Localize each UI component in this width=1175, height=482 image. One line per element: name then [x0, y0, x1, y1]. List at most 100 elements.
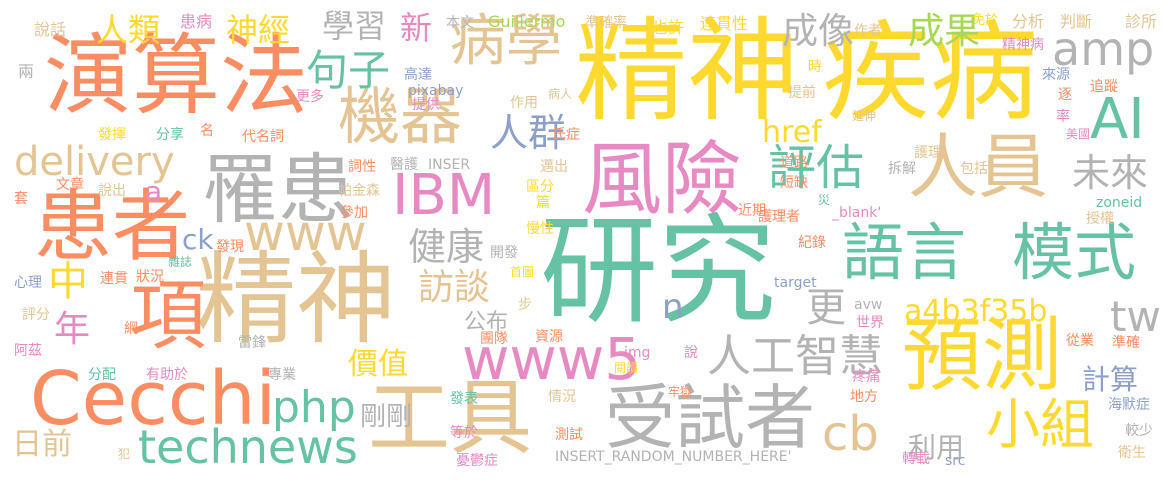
word: tw [1110, 292, 1161, 341]
word: 來源 [1042, 67, 1070, 83]
word: 轉載 [902, 451, 930, 467]
word: 疼痛 [852, 369, 880, 385]
word: 人員 [908, 126, 1048, 208]
word: 開發 [490, 245, 518, 261]
word: 氏症 [552, 127, 580, 143]
word: 帕金森 [338, 183, 380, 199]
word: 價值 [348, 347, 408, 382]
word: 年 [54, 309, 91, 350]
word: 免於 [972, 13, 999, 28]
word: php [272, 382, 356, 433]
word: 訪談 [418, 267, 491, 308]
word: INSERT_RANDOM_NUMBER_HERE' [555, 449, 792, 465]
word: AI [1090, 87, 1145, 152]
word: 利用 [908, 431, 965, 464]
word: _blank' [832, 205, 882, 221]
word: 雜誌 [168, 255, 193, 269]
word: a4b3f35b [904, 294, 1048, 329]
word: 延伸 [852, 109, 877, 123]
word: 逐 [1058, 87, 1072, 103]
word: 評估 [768, 140, 865, 196]
word: 精神 [575, 7, 799, 137]
word: 句子 [306, 46, 391, 95]
word: 說出 [98, 183, 126, 199]
word: 步 [518, 297, 532, 313]
word: 拆解 [888, 161, 916, 177]
word: www5 [462, 325, 642, 393]
word: 犯 [118, 447, 131, 461]
word: www [244, 204, 367, 262]
word: cb [822, 406, 879, 462]
word: img [624, 345, 651, 361]
word: 團隊 [480, 331, 508, 347]
word: 人工智慧 [707, 331, 883, 382]
word: 從業 [1066, 333, 1094, 349]
word: 語言 [842, 216, 967, 289]
word: 地方 [850, 389, 878, 405]
word: 套 [14, 191, 28, 207]
word: 邁出 [540, 159, 568, 175]
word: 衛生 [1118, 445, 1146, 461]
word: 災 [818, 193, 831, 207]
word: 追蹤 [1090, 79, 1118, 95]
word: avw [854, 297, 883, 313]
word: 心理 [14, 275, 42, 291]
word: 健康 [408, 225, 485, 269]
word: 連貫性 [700, 14, 749, 33]
word: 狀況 [136, 269, 164, 285]
word: a [145, 175, 163, 208]
word: target [774, 275, 817, 291]
word: 研究 [540, 202, 777, 340]
word: 兩 [18, 62, 35, 81]
word: 提前 [788, 85, 816, 101]
word: 率 [1056, 109, 1070, 125]
word: amp [1052, 22, 1155, 76]
word: 等於 [450, 425, 478, 441]
word: 診所 [1125, 12, 1158, 31]
word: 名 [200, 123, 214, 139]
word: 資源 [535, 329, 563, 345]
word: 判斷 [1060, 12, 1093, 31]
word: IBM [392, 163, 496, 228]
word: 中 [48, 259, 88, 305]
word: 區分 [526, 179, 554, 195]
word: 成像 [782, 11, 855, 52]
word: 作者 [854, 23, 882, 39]
word: 短缺 [780, 175, 808, 191]
word: 世界 [856, 315, 884, 331]
word: 學習 [322, 7, 387, 45]
word: 計算 [1082, 363, 1139, 396]
word: Guillermo [488, 12, 566, 31]
word: 慢性 [526, 221, 554, 237]
word: 紀錄 [798, 235, 826, 251]
word: 說 [684, 345, 698, 361]
word: 發現 [216, 239, 244, 255]
word: pixabay [408, 83, 464, 99]
word: 項 [130, 271, 206, 360]
word: 本文 [446, 15, 474, 31]
word: 演算法 [44, 24, 309, 127]
word: 詞性 [348, 159, 376, 175]
word: 測試 [555, 427, 583, 443]
word: href [762, 115, 822, 150]
word: zoneid [1096, 195, 1143, 211]
word: 病人 [548, 87, 573, 101]
word: Cecchi [30, 356, 277, 442]
word: 美國 [1066, 127, 1091, 141]
word: 發表 [450, 391, 478, 407]
word: 發揮 [98, 127, 126, 143]
word: 患者 [34, 182, 191, 272]
word: 較少 [1125, 423, 1153, 439]
word: 日前 [12, 427, 72, 462]
word: technews [138, 420, 358, 474]
word: 分析 [1012, 12, 1045, 31]
word: 精神 [196, 241, 396, 358]
word: 準確 [1112, 335, 1140, 351]
word: 專業 [268, 367, 296, 383]
word: 雷鋒 [238, 335, 266, 351]
word: 作用 [510, 95, 538, 111]
word: 小組 [986, 393, 1094, 456]
word: 人群 [490, 111, 567, 155]
word: 也許 [652, 18, 685, 37]
